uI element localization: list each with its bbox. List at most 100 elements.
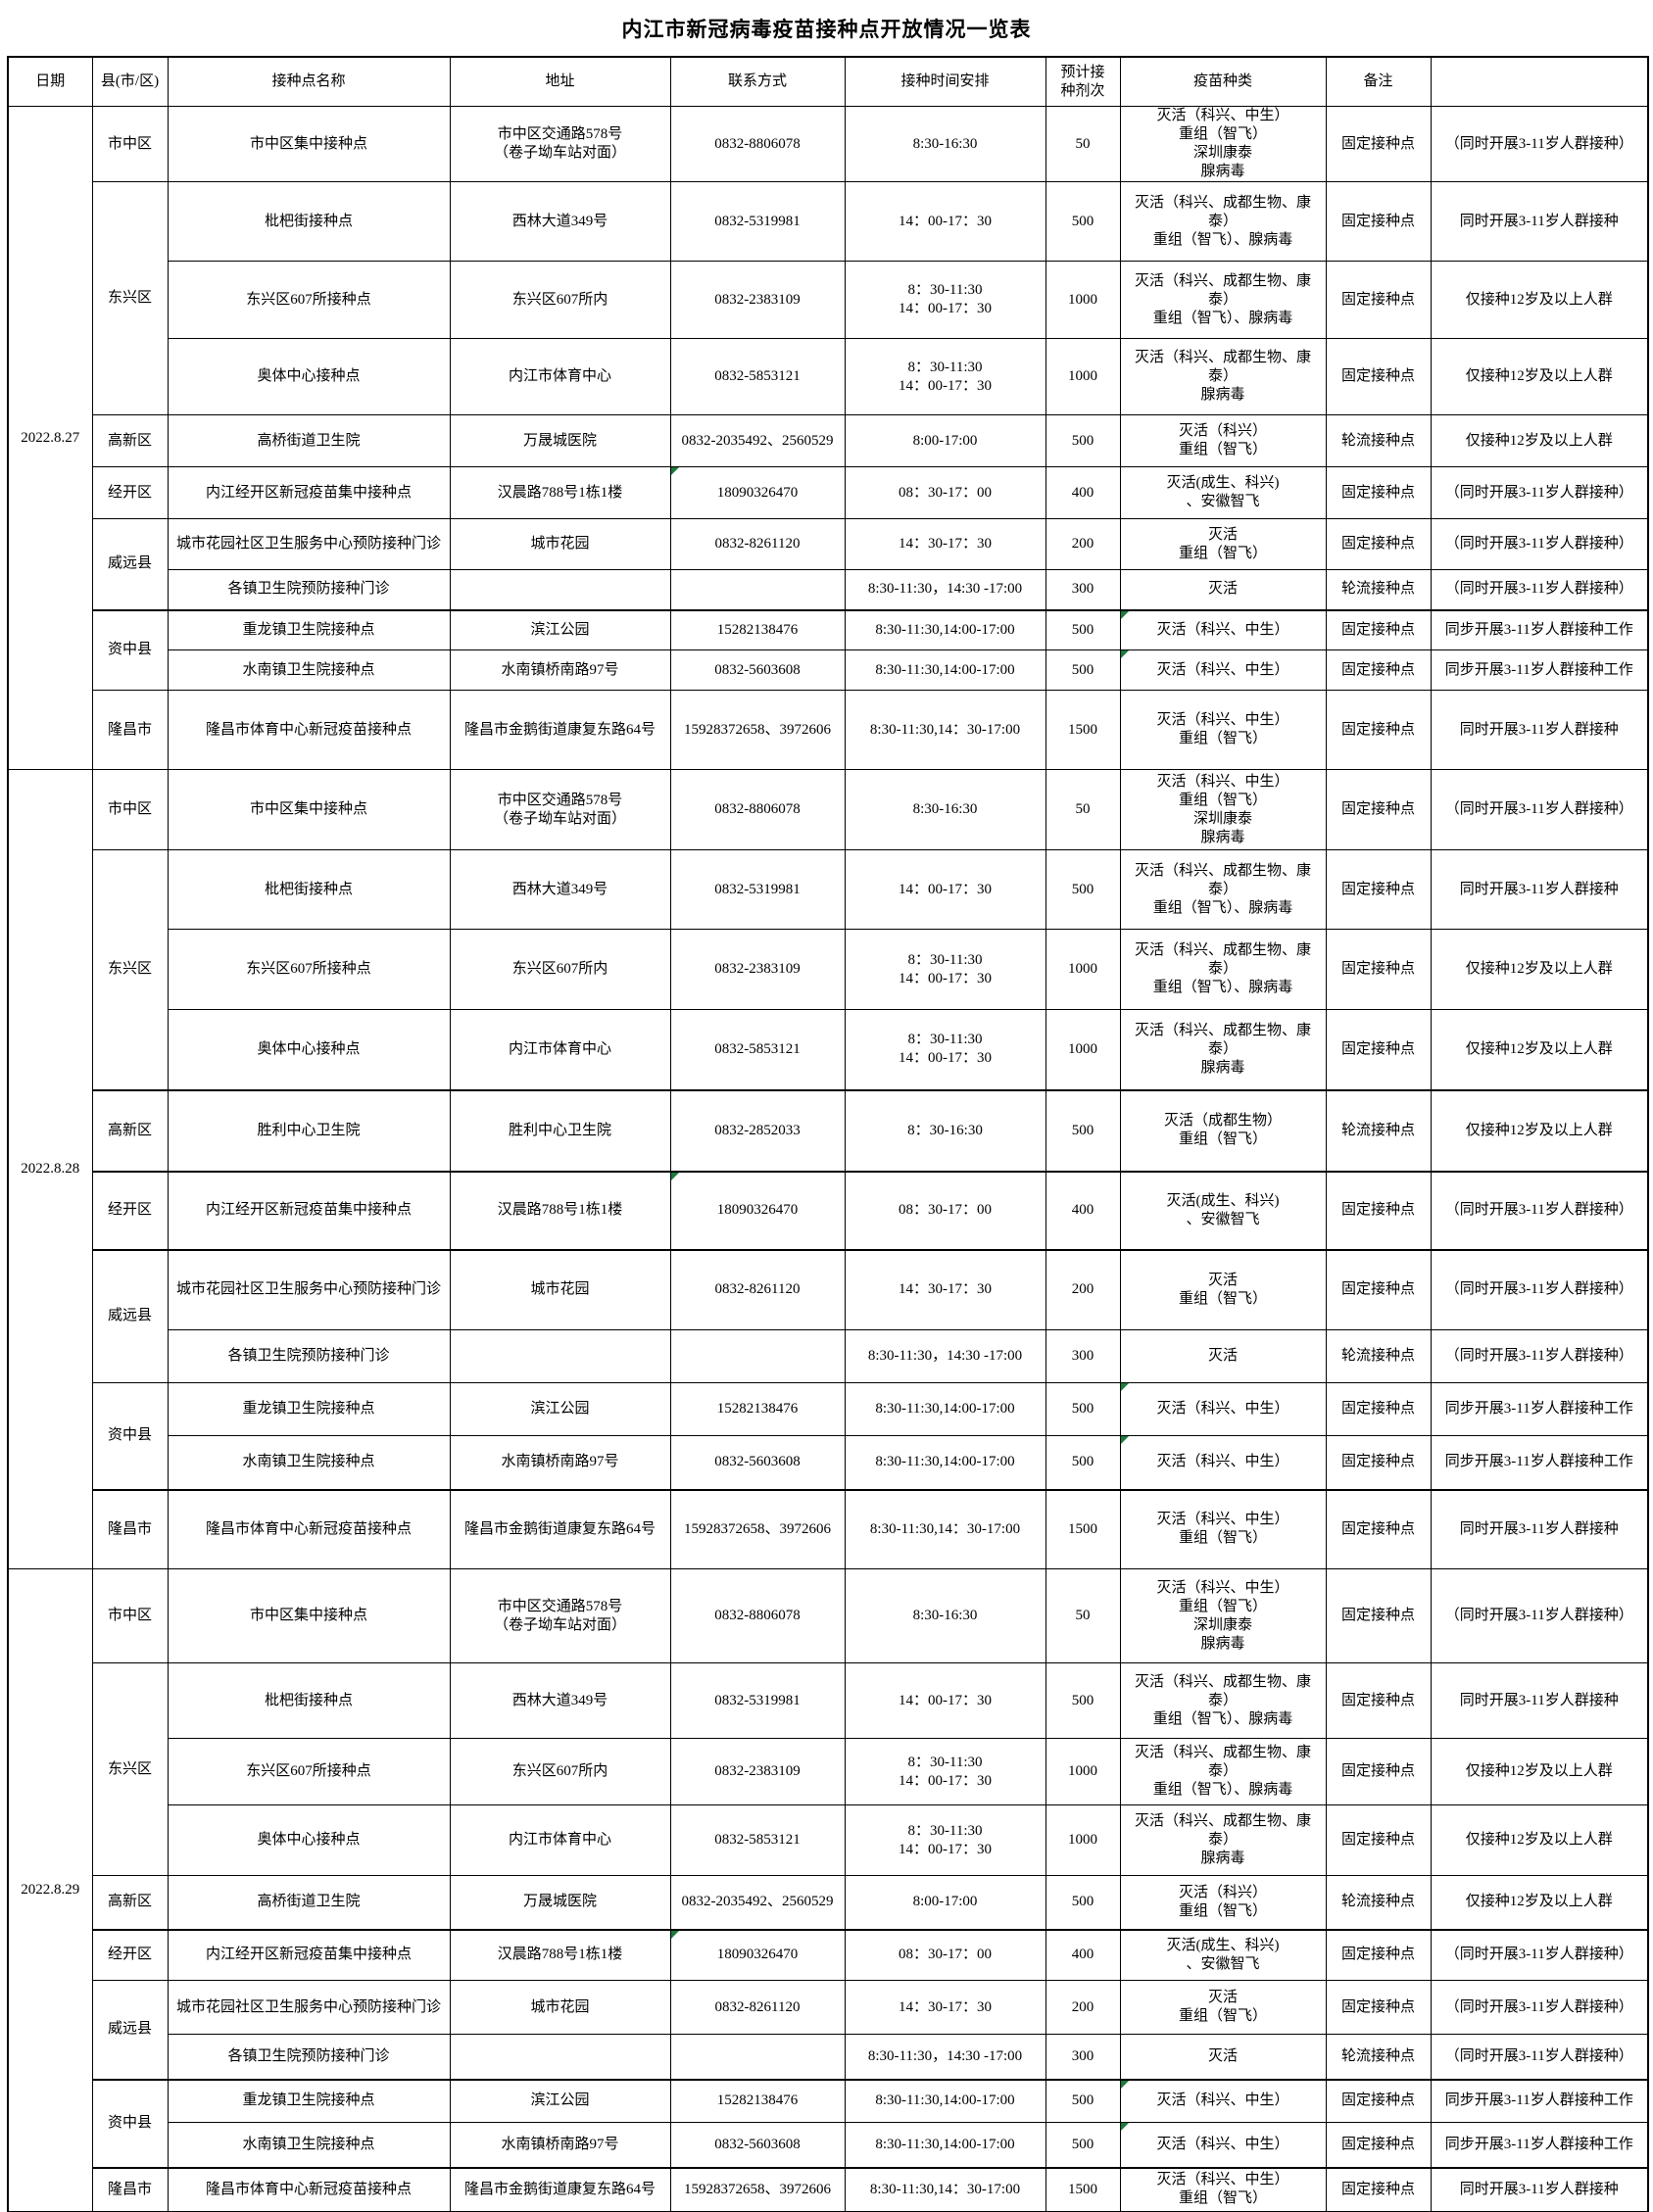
cell-doses: 1500 xyxy=(1045,2166,1121,2212)
cell-vaccine-type: 灭活（科兴、成都生物、康 泰） 重组（智飞）、腺病毒 xyxy=(1119,1662,1327,1739)
cell-site-name: 各镇卫生院预防接种门诊 xyxy=(167,569,451,610)
cell-doses: 500 xyxy=(1045,1875,1121,1930)
cell-schedule: 8:30-11:30,14：30-17:00 xyxy=(844,1488,1046,1569)
cell-schedule: 8:30-11:30，14:30 -17:00 xyxy=(844,2034,1046,2080)
cell-vaccine-type: 灭活(成生、科兴) 、安徽智飞 xyxy=(1119,1170,1327,1250)
table-row: 奥体中心接种点 内江市体育中心 0832-5853121 8：30-11:30 14：… xyxy=(8,1804,1649,1876)
cell-county: 隆昌市 xyxy=(91,690,169,770)
cell-site-name: 枇杷街接种点 xyxy=(167,1662,451,1739)
cell-contact: 0832-5603608 xyxy=(669,2122,846,2168)
cell-vaccine-type: 灭活（科兴、中生） 重组（智飞） 深圳康泰 腺病毒 xyxy=(1119,1568,1327,1663)
cell-remark: 固定接种点 xyxy=(1325,649,1432,691)
cell-site-name: 重龙镇卫生院接种点 xyxy=(167,2078,451,2123)
cell-doses: 300 xyxy=(1045,569,1121,610)
cell-contact: 0832-8806078 xyxy=(669,769,846,850)
cell-contact: 15282138476 xyxy=(669,1382,846,1436)
table-row: 各镇卫生院预防接种门诊 8:30-11:30，14:30 -17:00 300 灭活轮… xyxy=(8,569,1649,610)
cell-vaccine-type: 灭活(成生、科兴) 、安徽智飞 xyxy=(1119,1928,1327,1981)
cell-remark: 轮流接种点 xyxy=(1325,1329,1432,1383)
table-row: 经开区 内江经开区新冠疫苗集中接种点 汉晨路788号1栋1楼 18090326470 0… xyxy=(8,466,1649,519)
cell-site-name: 市中区集中接种点 xyxy=(167,1568,451,1663)
cell-address: 市中区交通路578号 （卷子坳车站对面） xyxy=(449,769,671,850)
cell-doses: 200 xyxy=(1045,518,1121,570)
cell-address: 城市花园 xyxy=(449,1248,671,1330)
cell-doses: 500 xyxy=(1045,649,1121,691)
table-row: 隆昌市 隆昌市体育中心新冠疫苗接种点 隆昌市金鹅街道康复东路64号 159283726… xyxy=(8,690,1649,770)
cell-remark: 固定接种点 xyxy=(1325,1435,1432,1490)
cell-schedule: 8:00-17:00 xyxy=(844,414,1046,467)
cell-vaccine-type: 灭活（成都生物） 重组（智飞） xyxy=(1119,1088,1327,1172)
cell-extra-note: 同时开展3-11岁人群接种 xyxy=(1430,849,1649,930)
cell-extra-note: （同时开展3-11岁人群接种） xyxy=(1430,1170,1649,1250)
cell-address: 水南镇桥南路97号 xyxy=(449,649,671,691)
cell-remark: 固定接种点 xyxy=(1325,929,1432,1010)
cell-extra-note: 仅接种12岁及以上人群 xyxy=(1430,929,1649,1010)
cell-county: 市中区 xyxy=(91,769,169,850)
cell-vaccine-type: 灭活（科兴、中生） 重组（智飞） xyxy=(1119,690,1327,770)
cell-extra-note: 仅接种12岁及以上人群 xyxy=(1430,261,1649,339)
cell-vaccine-type: 灭活（科兴、中生） 重组（智飞） 深圳康泰 腺病毒 xyxy=(1119,769,1327,850)
table-row: 资中县 重龙镇卫生院接种点 滨江公园 15282138476 8:30-11:30,14… xyxy=(8,608,1649,691)
cell-site-name: 隆昌市体育中心新冠疫苗接种点 xyxy=(167,1488,451,1569)
table-row: 高新区 高桥街道卫生院 万晟城医院 0832-2035492、2560529 8:00-… xyxy=(8,1875,1649,1930)
cell-county: 经开区 xyxy=(91,1170,169,1250)
cell-address: 内江市体育中心 xyxy=(449,1804,671,1876)
cell-contact: 0832-2383109 xyxy=(669,1738,846,1805)
cell-extra-note: 仅接种12岁及以上人群 xyxy=(1430,1088,1649,1172)
cell-schedule: 14：00-17：30 xyxy=(844,181,1046,262)
cell-remark: 固定接种点 xyxy=(1325,1382,1432,1436)
cell-site-name: 东兴区607所接种点 xyxy=(167,261,451,339)
cell-vaccine-type: 灭活 xyxy=(1119,2034,1327,2080)
column-header-address: 地址 xyxy=(449,56,671,107)
cell-county: 资中县 xyxy=(91,2078,169,2168)
cell-contact: 0832-8806078 xyxy=(669,1568,846,1663)
cell-vaccine-type: 灭活 xyxy=(1119,569,1327,610)
cell-vaccine-type: 灭活（科兴、中生） 重组（智飞） xyxy=(1119,1488,1327,1569)
cell-doses: 1000 xyxy=(1045,1804,1121,1876)
cell-extra-note: （同时开展3-11岁人群接种） xyxy=(1430,518,1649,570)
cell-contact xyxy=(669,2034,846,2080)
cell-county: 市中区 xyxy=(91,106,169,182)
cell-contact: 0832-8261120 xyxy=(669,518,846,570)
table-row: 2022.8.29 市中区 市中区集中接种点 市中区交通路578号 （卷子坳车站对面）… xyxy=(7,1568,1649,2212)
cell-vaccine-type: 灭活（科兴、中生） xyxy=(1119,1382,1327,1436)
table-row: 资中县 重龙镇卫生院接种点 滨江公园 15282138476 8:30-11:30,14… xyxy=(8,2078,1649,2168)
cell-address: 内江市体育中心 xyxy=(449,1009,671,1090)
cell-site-name: 各镇卫生院预防接种门诊 xyxy=(167,2034,451,2080)
cell-address: 隆昌市金鹅街道康复东路64号 xyxy=(449,690,671,770)
column-header-vaccine-type: 疫苗种类 xyxy=(1119,56,1327,107)
column-header-date: 日期 xyxy=(7,56,93,107)
table-row: 东兴区607所接种点 东兴区607所内 0832-2383109 8：30-11:30… xyxy=(8,929,1649,1010)
table-row: 资中县 重龙镇卫生院接种点 滨江公园 15282138476 8:30-11:30,14… xyxy=(8,1382,1649,1490)
cell-contact: 18090326470 xyxy=(669,1928,846,1981)
cell-schedule: 8:00-17:00 xyxy=(844,1875,1046,1930)
table-row: 高新区 胜利中心卫生院 胜利中心卫生院 0832-2852033 8：30-16:30 5… xyxy=(8,1088,1649,1172)
cell-address xyxy=(449,2034,671,2080)
cell-schedule: 14：30-17：30 xyxy=(844,1980,1046,2035)
column-header-contact: 联系方式 xyxy=(669,56,846,107)
cell-extra-note: （同时开展3-11岁人群接种） xyxy=(1430,2034,1649,2080)
cell-site-name: 城市花园社区卫生服务中心预防接种门诊 xyxy=(167,1248,451,1330)
cell-contact: 0832-5603608 xyxy=(669,649,846,691)
cell-remark: 固定接种点 xyxy=(1325,690,1432,770)
cell-county: 资中县 xyxy=(91,608,169,691)
cell-address: 胜利中心卫生院 xyxy=(449,1088,671,1172)
cell-remark: 固定接种点 xyxy=(1325,106,1432,182)
cell-contact: 0832-8261120 xyxy=(669,1248,846,1330)
table-row: 威远县 城市花园社区卫生服务中心预防接种门诊 城市花园 0832-8261120 14：… xyxy=(8,1980,1649,2080)
cell-county: 高新区 xyxy=(91,414,169,467)
table-row: 东兴区 枇杷街接种点 西林大道349号 0832-5319981 14：00-17：30… xyxy=(8,849,1649,1090)
cell-county: 威远县 xyxy=(91,518,169,610)
cell-county: 东兴区 xyxy=(91,849,169,1090)
cell-doses: 200 xyxy=(1045,1980,1121,2035)
cell-doses: 500 xyxy=(1045,1435,1121,1490)
cell-address: 内江市体育中心 xyxy=(449,338,671,415)
cell-remark: 固定接种点 xyxy=(1325,1804,1432,1876)
cell-address: 万晟城医院 xyxy=(449,414,671,467)
cell-schedule: 8:30-11:30,14:00-17:00 xyxy=(844,608,1046,650)
cell-contact: 15928372658、3972606 xyxy=(669,1488,846,1569)
cell-vaccine-type: 灭活（科兴） 重组（智飞） xyxy=(1119,414,1327,467)
table-row: 东兴区607所接种点 东兴区607所内 0832-2383109 8：30-11:30… xyxy=(8,261,1649,339)
cell-site-name: 奥体中心接种点 xyxy=(167,338,451,415)
cell-schedule: 8：30-16:30 xyxy=(844,1088,1046,1172)
